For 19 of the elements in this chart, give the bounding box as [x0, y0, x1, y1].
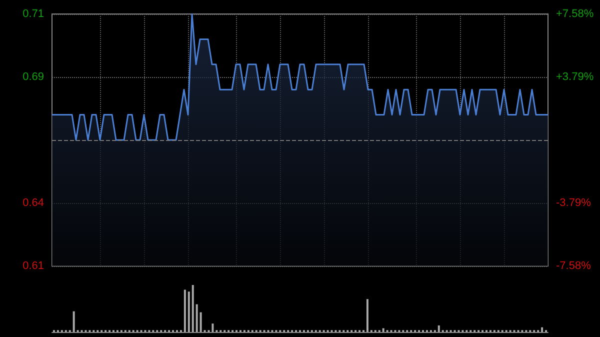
bar	[196, 304, 198, 332]
bar	[438, 325, 440, 332]
bar	[192, 285, 194, 332]
y-tick-label: 0.64	[22, 197, 44, 209]
y-tick-label: 0.61	[22, 260, 44, 272]
y2-tick-label: +3.79%	[556, 71, 594, 83]
y2-tick-label: -7.58%	[556, 260, 592, 272]
y-tick-label: 0.69	[22, 71, 44, 83]
bar	[200, 312, 202, 332]
y2-tick-label: -3.79%	[556, 197, 592, 209]
y2-tick-label: +7.58%	[556, 8, 594, 20]
y-tick-label: 0.71	[22, 8, 44, 20]
bar	[541, 327, 544, 332]
bar	[184, 290, 186, 332]
bar	[366, 299, 368, 332]
bar	[212, 324, 214, 332]
bar	[72, 311, 75, 332]
bar	[188, 292, 190, 332]
bar	[382, 328, 384, 332]
